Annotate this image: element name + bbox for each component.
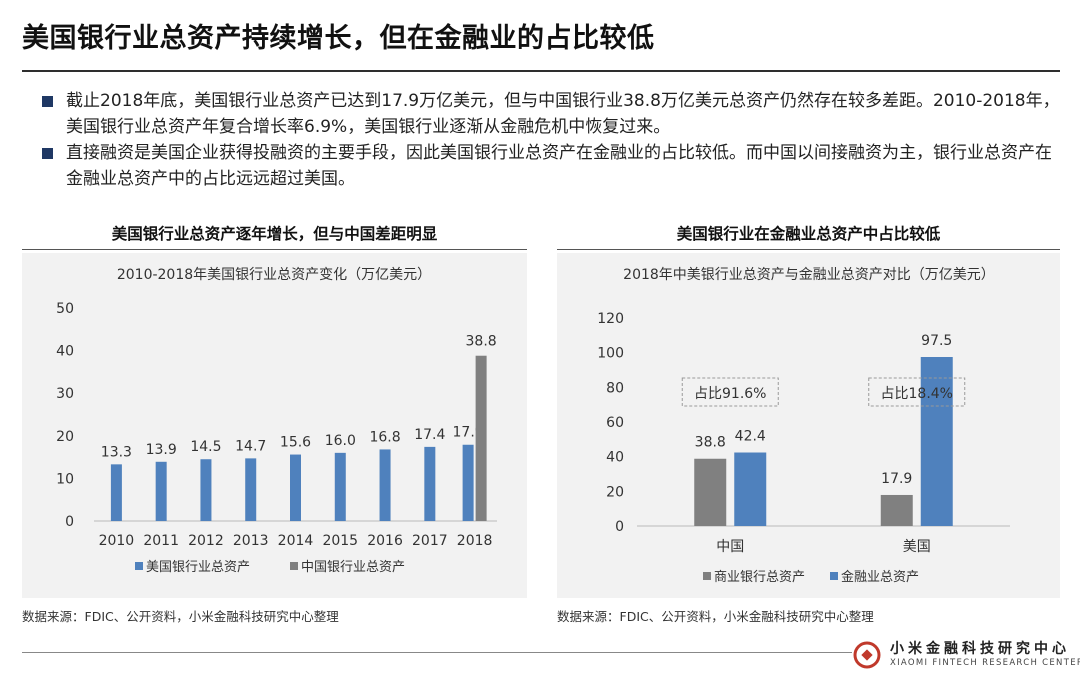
- bullet-list: 截止2018年底，美国银行业总资产已达到17.9万亿美元，但与中国银行业38.8…: [40, 88, 1060, 192]
- us-bank-bar: [110, 464, 122, 521]
- us-bank-value-label: 13.9: [146, 442, 177, 458]
- legend-label-bank: 商业银行总资产: [714, 570, 805, 585]
- legend-swatch-finance: [830, 572, 838, 580]
- chart-title: 2010-2018年美国银行业总资产变化（万亿美元）: [117, 267, 431, 283]
- y-tick-label: 0: [615, 519, 624, 535]
- share-annotation-box: [681, 377, 779, 407]
- bank-assets-bar: [694, 458, 727, 526]
- bank-assets-bar: [880, 494, 913, 526]
- y-tick-label: 20: [56, 429, 74, 445]
- x-tick-label: 2011: [143, 533, 179, 549]
- brand-mark-icon: [853, 641, 881, 669]
- x-tick-label: 2018: [457, 533, 493, 549]
- legend-label-us: 美国银行业总资产: [146, 560, 250, 575]
- left-source-note: 数据来源：FDIC、公开资料，小米金融科技研究中心整理: [22, 609, 339, 624]
- us-bank-value-label: 13.3: [101, 444, 132, 460]
- cn-bank-value-label: 38.8: [466, 334, 497, 350]
- legend-swatch-us: [135, 562, 143, 570]
- legend-swatch-bank: [703, 572, 711, 580]
- right-bar-chart: 2018年中美银行业总资产与金融业总资产对比（万亿美元） 0 20 40 60 80 100…: [597, 267, 1010, 585]
- x-tick-label: 2012: [188, 533, 224, 549]
- y-tick-label: 30: [56, 386, 74, 402]
- brand-name-cn: 小米金融科技研究中心: [890, 641, 1070, 657]
- bullet-square-icon: [42, 96, 53, 107]
- right-chart-panel: 2018年中美银行业总资产与金融业总资产对比（万亿美元） 0 20 40 60 80 100…: [557, 253, 1060, 598]
- bullet-text: 截止2018年底，美国银行业总资产已达到17.9万亿美元，但与中国银行业38.8…: [66, 91, 1060, 137]
- us-bank-value-label: 16.0: [325, 433, 356, 449]
- y-tick-label: 50: [56, 301, 74, 317]
- brand-name-en: XIAOMI FINTECH RESEARCH CENTER: [890, 658, 1080, 668]
- share-annotation-box: [868, 377, 966, 407]
- us-bank-value-label: 17.4: [414, 427, 445, 443]
- x-tick-label: 2010: [99, 533, 135, 549]
- y-tick-label: 40: [606, 450, 624, 466]
- y-tick-label: 60: [606, 415, 624, 431]
- us-bank-value-label: 16.8: [369, 429, 400, 445]
- legend-label-cn: 中国银行业总资产: [301, 560, 405, 575]
- us-bank-bar: [290, 454, 301, 521]
- finance-assets-value-label: 42.4: [735, 429, 766, 445]
- finance-assets-bar: [734, 452, 767, 526]
- legend-swatch-cn: [290, 562, 298, 570]
- x-tick-label: 美国: [903, 539, 931, 555]
- share-annotation-label: 占比18.4%: [881, 386, 953, 402]
- us-bank-bar: [379, 449, 391, 521]
- us-bank-bar: [245, 458, 257, 521]
- us-bank-bar: [155, 461, 167, 521]
- bullet-item: 直接融资是美国企业获得投融资的主要手段，因此美国银行业总资产在金融业的占比较低。…: [40, 140, 1060, 192]
- brand-logo: 小米金融科技研究中心 XIAOMI FINTECH RESEARCH CENTE…: [852, 640, 1080, 670]
- right-panel-divider: [557, 249, 1060, 250]
- bank-assets-value-label: 17.9: [881, 471, 912, 487]
- y-tick-label: 20: [606, 484, 624, 500]
- us-bank-bar: [462, 444, 474, 521]
- slide-title: 美国银行业总资产持续增长，但在金融业的占比较低: [22, 23, 655, 54]
- y-tick-label: 100: [597, 346, 624, 362]
- right-panel-heading: 美国银行业在金融业总资产中占比较低: [676, 225, 941, 243]
- x-tick-label: 2015: [322, 533, 358, 549]
- legend-label-finance: 金融业总资产: [841, 569, 919, 585]
- bullet-text: 直接融资是美国企业获得投融资的主要手段，因此美国银行业总资产在金融业的占比较低。…: [66, 143, 1052, 189]
- right-source-note: 数据来源：FDIC、公开资料，小米金融科技研究中心整理: [557, 609, 874, 624]
- x-tick-label: 2016: [367, 533, 403, 549]
- footer-divider: [22, 652, 852, 653]
- y-tick-label: 0: [65, 514, 74, 530]
- y-tick-label: 10: [56, 471, 74, 487]
- y-tick-label: 80: [606, 380, 624, 396]
- us-bank-value-label: 15.6: [280, 435, 311, 451]
- bullet-item: 截止2018年底，美国银行业总资产已达到17.9万亿美元，但与中国银行业38.8…: [40, 88, 1060, 140]
- left-panel-heading: 美国银行业总资产逐年增长，但与中国差距明显: [111, 225, 438, 243]
- y-tick-label: 120: [597, 311, 624, 327]
- finance-assets-value-label: 97.5: [921, 333, 952, 349]
- bank-assets-value-label: 38.8: [695, 435, 726, 451]
- us-bank-bar: [334, 452, 346, 521]
- left-chart-panel: 2010-2018年美国银行业总资产变化（万亿美元） 0 10 20 30 40 50 201…: [22, 253, 527, 598]
- chart-title: 2018年中美银行业总资产与金融业总资产对比（万亿美元）: [623, 267, 995, 283]
- finance-assets-bar: [920, 357, 953, 526]
- cn-bank-bar: [475, 355, 487, 521]
- us-bank-bar: [424, 446, 436, 521]
- x-tick-label: 2013: [233, 533, 269, 549]
- x-tick-label: 中国: [716, 539, 744, 555]
- share-annotation-label: 占比91.6%: [694, 386, 766, 402]
- left-panel-divider: [22, 249, 527, 250]
- us-bank-value-label: 14.5: [190, 439, 221, 455]
- x-tick-label: 2014: [278, 533, 314, 549]
- y-tick-label: 40: [56, 344, 74, 360]
- us-bank-bar: [200, 459, 212, 521]
- left-bar-chart: 2010-2018年美国银行业总资产变化（万亿美元） 0 10 20 30 40 50 201…: [56, 267, 497, 575]
- us-bank-value-label: 14.7: [235, 438, 266, 454]
- x-tick-label: 2017: [412, 533, 448, 549]
- bullet-square-icon: [42, 148, 53, 159]
- title-divider: [22, 70, 1060, 72]
